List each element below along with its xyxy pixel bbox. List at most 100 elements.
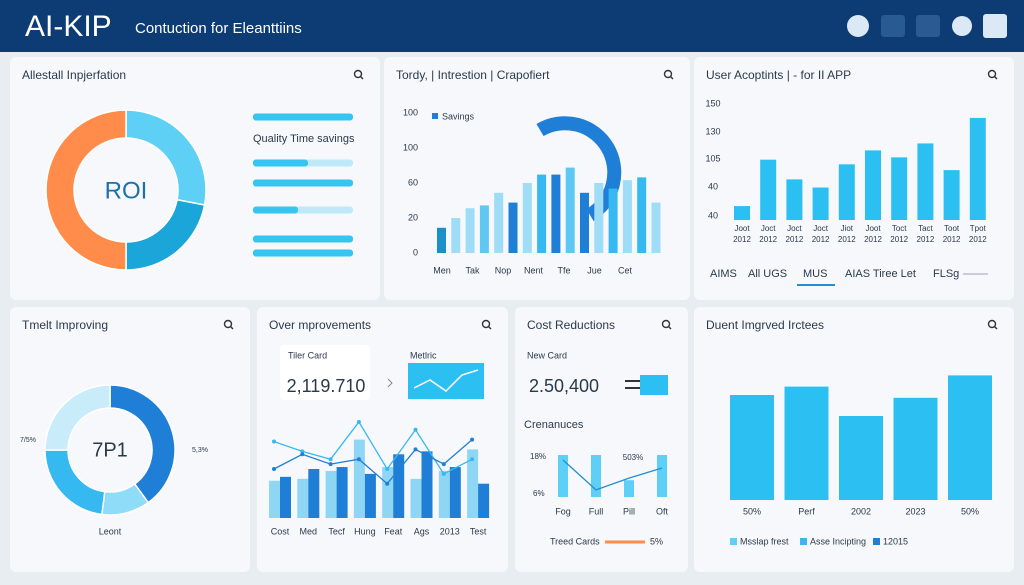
label: 130 xyxy=(705,126,720,136)
icon[interactable] xyxy=(983,14,1007,38)
label: 2012 xyxy=(759,235,777,244)
label: 2012 xyxy=(864,235,882,244)
label: Med xyxy=(300,526,318,536)
bar xyxy=(591,455,601,497)
label: Joct xyxy=(761,224,776,233)
label: 100 xyxy=(403,107,418,117)
bar xyxy=(353,439,365,518)
bar xyxy=(893,397,938,500)
label: Pill xyxy=(623,506,635,516)
label: Hung xyxy=(354,526,376,536)
bar xyxy=(786,179,803,220)
bar xyxy=(336,467,348,518)
icon[interactable] xyxy=(916,15,940,37)
bar xyxy=(438,470,450,518)
label: Perf xyxy=(798,506,815,516)
tab[interactable]: MUS xyxy=(803,268,827,280)
search-icon[interactable] xyxy=(223,319,233,329)
label: Nent xyxy=(524,265,544,275)
search-icon[interactable] xyxy=(987,69,997,79)
label: 7P1 xyxy=(92,439,128,461)
bar xyxy=(734,206,750,220)
line-point xyxy=(356,419,361,424)
bar xyxy=(943,170,960,220)
search-icon[interactable] xyxy=(663,69,673,79)
label: Tordy, | Intrestion | Crapofiert xyxy=(396,68,550,82)
header-icons[interactable] xyxy=(847,14,1007,38)
bar xyxy=(451,218,461,253)
label: Duent Imgrved Irctees xyxy=(706,318,824,332)
line-point xyxy=(300,452,305,457)
search-icon[interactable] xyxy=(481,319,491,329)
label: Cet xyxy=(618,265,633,275)
card-icon xyxy=(640,375,668,395)
bar xyxy=(364,473,376,518)
line-point xyxy=(328,457,333,462)
label: 60 xyxy=(408,177,418,187)
label: Toct xyxy=(892,224,907,233)
line-point xyxy=(413,427,418,432)
label: 105 xyxy=(705,153,720,163)
legend-swatch xyxy=(730,538,737,545)
bar xyxy=(580,192,589,253)
label: Oft xyxy=(656,506,669,516)
icon[interactable] xyxy=(952,16,972,36)
bar xyxy=(421,451,433,518)
panel xyxy=(10,307,250,572)
bar xyxy=(494,192,504,253)
bar xyxy=(969,117,986,220)
bar xyxy=(812,187,829,220)
search-icon xyxy=(230,326,234,330)
icon[interactable] xyxy=(881,15,905,37)
bar xyxy=(565,167,575,253)
bar xyxy=(948,375,992,500)
legend-swatch xyxy=(432,113,438,119)
line-point xyxy=(413,447,418,452)
label: 5,3% xyxy=(192,447,208,454)
label: 2012 xyxy=(890,235,908,244)
line-point xyxy=(470,457,475,462)
bar xyxy=(325,470,337,518)
search-icon[interactable] xyxy=(987,319,997,329)
label: 6% xyxy=(533,489,545,498)
label: 2023 xyxy=(905,506,925,516)
bar xyxy=(479,205,489,253)
line-point xyxy=(356,457,361,462)
bar xyxy=(838,164,855,220)
legend-swatch xyxy=(873,538,880,545)
bar xyxy=(297,478,309,518)
line-point xyxy=(441,471,446,476)
line-series xyxy=(273,439,473,485)
line-series xyxy=(273,420,473,475)
mini-line xyxy=(413,369,479,392)
tab[interactable]: AIAS Tiree Let xyxy=(845,268,916,280)
mini-chart xyxy=(408,363,484,399)
tab[interactable]: All UGS xyxy=(748,268,787,280)
label: Metlric xyxy=(410,350,437,360)
line-point xyxy=(385,467,390,471)
progress-bar xyxy=(253,235,353,243)
logo: AI-KIP xyxy=(25,10,112,43)
label: Tact xyxy=(918,224,933,233)
arrow-icon xyxy=(387,378,393,388)
line-point xyxy=(272,439,276,444)
label: Tecf xyxy=(328,526,345,536)
bar xyxy=(730,395,774,500)
bar xyxy=(537,174,547,253)
tab[interactable]: AIMS xyxy=(710,268,737,280)
label: Tiler Card xyxy=(288,350,327,360)
tab[interactable]: FLSg xyxy=(933,268,959,280)
bar xyxy=(437,227,446,253)
line-point xyxy=(300,449,305,454)
bar xyxy=(465,208,475,253)
bar xyxy=(760,159,777,220)
bar xyxy=(393,454,405,518)
search-icon[interactable] xyxy=(661,319,671,329)
bar xyxy=(280,476,291,518)
bar xyxy=(651,202,661,253)
label: Joot xyxy=(865,224,881,233)
search-icon[interactable] xyxy=(353,69,363,79)
bar xyxy=(269,480,280,518)
label: Jue xyxy=(587,265,602,275)
icon[interactable] xyxy=(847,15,869,37)
